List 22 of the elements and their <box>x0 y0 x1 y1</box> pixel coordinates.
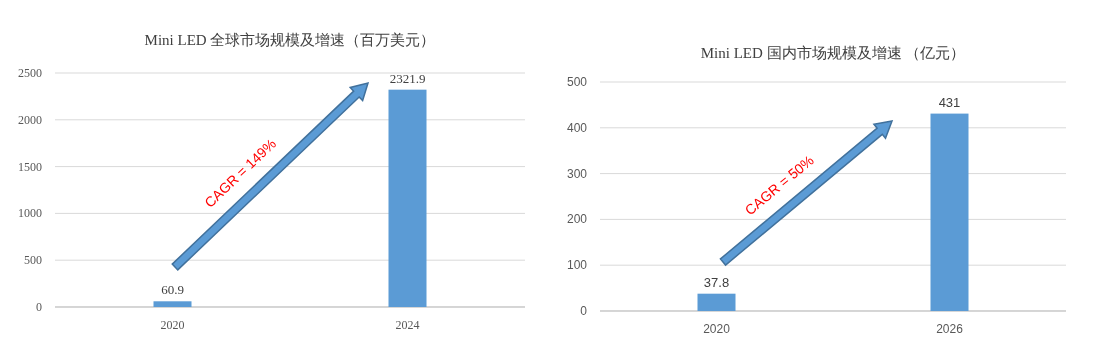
data-label: 2321.9 <box>389 70 426 86</box>
y-tick-label: 400 <box>566 120 588 135</box>
y-tick-label: 1500 <box>18 159 42 174</box>
x-tick-label: 2020 <box>703 322 731 336</box>
chart-title: Mini LED 全球市场规模及增速（百万美元） <box>144 32 436 48</box>
x-tick-label: 2020 <box>160 318 185 332</box>
y-tick-label: 500 <box>566 75 588 89</box>
y-tick-label: 0 <box>580 304 588 318</box>
y-tick-label: 200 <box>566 212 588 227</box>
data-label: 60.9 <box>161 282 184 298</box>
chart-title: Mini LED 国内市场规模及增速 （亿元） <box>700 45 966 61</box>
data-label: 431 <box>938 94 961 110</box>
y-tick-label: 300 <box>566 166 588 181</box>
data-label: 37.8 <box>703 274 730 290</box>
x-tick-label: 2024 <box>395 318 420 332</box>
y-tick-label: 100 <box>566 258 588 273</box>
y-tick-label: 500 <box>24 253 42 268</box>
x-tick-label: 2026 <box>936 322 964 336</box>
y-tick-label: 0 <box>36 300 42 314</box>
y-tick-label: 2000 <box>18 112 42 127</box>
y-tick-label: 1000 <box>18 206 42 221</box>
y-tick-label: 2500 <box>18 66 42 80</box>
